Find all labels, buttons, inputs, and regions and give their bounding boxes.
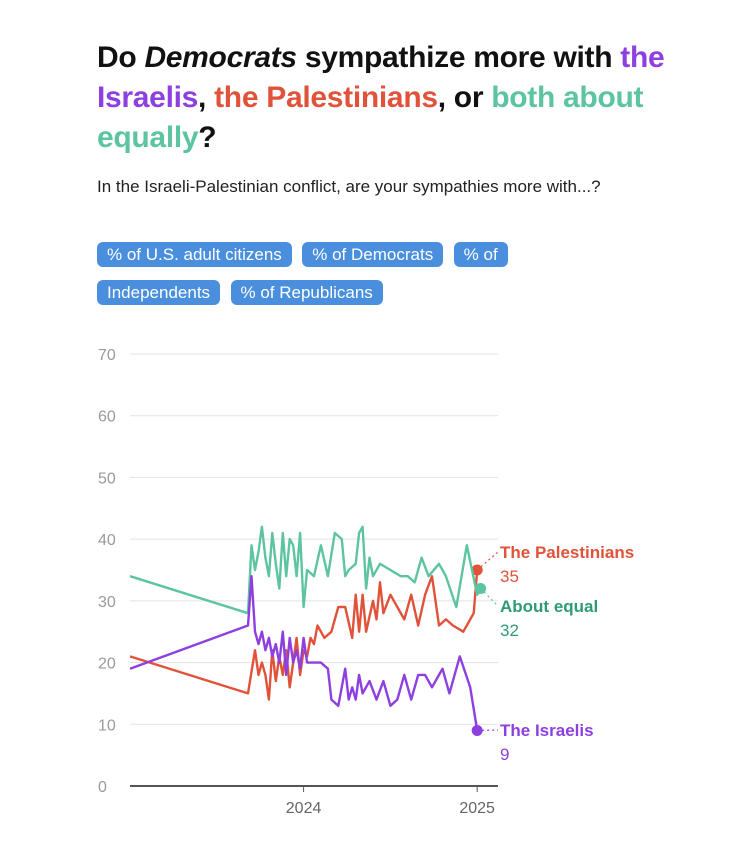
title-text-1: Do [97, 41, 145, 74]
series-line-equal [129, 525, 482, 615]
y-tick-50: 50 [98, 470, 116, 487]
y-tick-70: 70 [98, 347, 116, 364]
leader-equal [480, 588, 499, 607]
series-lines [129, 525, 487, 736]
series-value-israelis: 9 [500, 745, 509, 764]
chart-title: Do Democrats sympathize more with the Is… [97, 38, 697, 158]
y-tick-60: 60 [98, 409, 116, 426]
title-palestinians: the Palestinians [214, 81, 438, 114]
filter-chip-republicans[interactable]: % of Republicans [230, 280, 383, 305]
series-value-palestinians: 35 [500, 567, 519, 586]
series-labels: The Palestinians 35 About equal 32 The Israe… [476, 543, 634, 764]
series-name-equal: About equal [500, 597, 598, 616]
filter-chip-democrats[interactable]: % of Democrats [302, 242, 444, 267]
series-line-israelis [129, 575, 479, 731]
title-end: ? [198, 121, 217, 154]
filter-chip-group: % of U.S. adult citizens % of Democrats … [97, 236, 557, 312]
series-name-palestinians: The Palestinians [500, 543, 634, 562]
title-text-2: sympathize more with [296, 41, 621, 74]
filter-chip-adults[interactable]: % of U.S. adult citizens [97, 242, 292, 267]
y-tick-labels: 0 10 20 30 40 50 60 70 [98, 347, 116, 796]
series-name-israelis: The Israelis [500, 721, 594, 740]
y-tick-40: 40 [98, 532, 116, 549]
chart-subtitle: In the Israeli-Palestinian conflict, are… [97, 177, 601, 196]
title-equal: both about equally [97, 81, 644, 154]
series-value-equal: 32 [500, 621, 519, 640]
title-emphasis: Democrats [144, 41, 297, 74]
x-tick-2024: 2024 [286, 800, 322, 817]
series-line-palestinians [129, 569, 479, 701]
y-tick-10: 10 [98, 717, 116, 734]
x-axis: 2024 2025 [130, 785, 498, 817]
title-israelis: the Israelis [97, 41, 665, 114]
y-tick-0: 0 [98, 779, 107, 796]
title-sep-2: , or [437, 81, 492, 114]
y-tick-20: 20 [98, 656, 116, 673]
x-tick-2025: 2025 [459, 800, 495, 817]
title-sep-1: , [198, 81, 215, 114]
y-tick-30: 30 [98, 594, 116, 611]
